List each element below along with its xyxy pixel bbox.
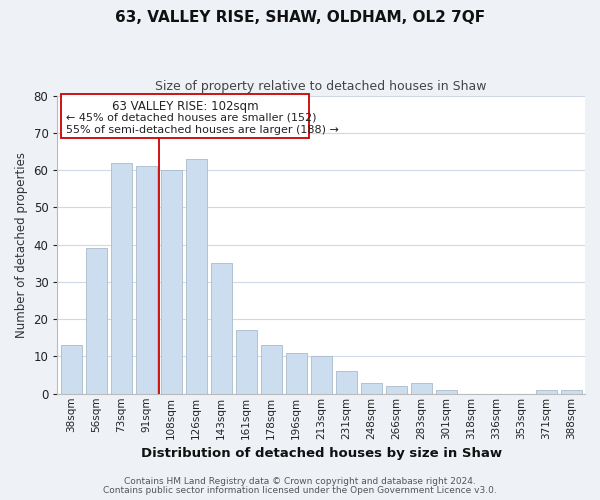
Text: 63 VALLEY RISE: 102sqm: 63 VALLEY RISE: 102sqm xyxy=(112,100,258,113)
Title: Size of property relative to detached houses in Shaw: Size of property relative to detached ho… xyxy=(155,80,487,93)
Bar xyxy=(260,346,282,394)
X-axis label: Distribution of detached houses by size in Shaw: Distribution of detached houses by size … xyxy=(140,447,502,460)
Bar xyxy=(185,159,207,394)
Text: Contains HM Land Registry data © Crown copyright and database right 2024.: Contains HM Land Registry data © Crown c… xyxy=(124,477,476,486)
Bar xyxy=(410,382,432,394)
Bar xyxy=(161,170,182,394)
Bar xyxy=(86,248,107,394)
Bar xyxy=(560,390,582,394)
Bar xyxy=(361,382,382,394)
Bar xyxy=(236,330,257,394)
Text: 55% of semi-detached houses are larger (188) →: 55% of semi-detached houses are larger (… xyxy=(66,124,339,134)
Text: Contains public sector information licensed under the Open Government Licence v3: Contains public sector information licen… xyxy=(103,486,497,495)
Bar xyxy=(110,162,132,394)
Bar xyxy=(211,264,232,394)
Bar xyxy=(61,346,82,394)
Bar xyxy=(136,166,157,394)
Bar xyxy=(436,390,457,394)
Y-axis label: Number of detached properties: Number of detached properties xyxy=(15,152,28,338)
Bar xyxy=(386,386,407,394)
Bar xyxy=(286,353,307,394)
Text: ← 45% of detached houses are smaller (152): ← 45% of detached houses are smaller (15… xyxy=(66,112,317,122)
Bar xyxy=(335,372,357,394)
Text: 63, VALLEY RISE, SHAW, OLDHAM, OL2 7QF: 63, VALLEY RISE, SHAW, OLDHAM, OL2 7QF xyxy=(115,10,485,25)
FancyBboxPatch shape xyxy=(61,94,309,138)
Bar xyxy=(536,390,557,394)
Bar xyxy=(311,356,332,394)
